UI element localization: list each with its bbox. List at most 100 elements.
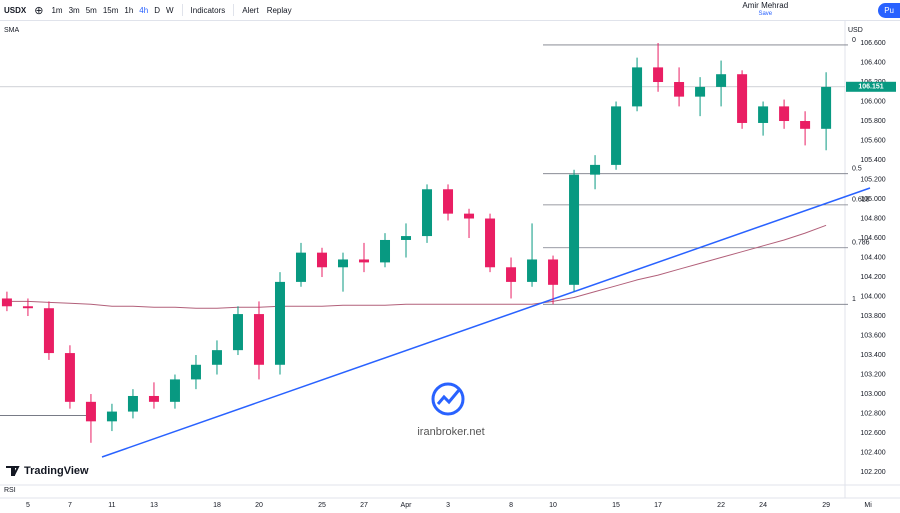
pane-label: RSI <box>4 487 16 494</box>
candle-body <box>380 239 391 263</box>
user[interactable]: Amir Mehrad Save <box>738 2 792 18</box>
x-tick-label: 11 <box>108 502 115 509</box>
y-tick-label: 102.400 <box>860 449 885 456</box>
brand: TradingView <box>24 465 89 477</box>
candle-body <box>527 259 538 282</box>
candle-body <box>443 189 454 214</box>
y-tick-label: 106.400 <box>860 59 885 66</box>
candle-body <box>821 86 832 129</box>
y-tick-label: 102.800 <box>860 410 885 417</box>
candle-body <box>653 67 664 83</box>
candle-body <box>800 121 811 129</box>
candle-body <box>548 259 559 285</box>
candle-body <box>127 395 138 412</box>
watermark: iranbroker.net <box>417 426 484 438</box>
x-tick-label: 27 <box>360 502 368 509</box>
y-tick-label: 102.600 <box>860 430 885 437</box>
y-tick-label: 106.600 <box>860 40 885 47</box>
x-tick-label: 10 <box>549 502 557 509</box>
alert[interactable]: Alert <box>242 5 259 15</box>
interval[interactable]: 3m <box>68 5 80 15</box>
y-tick-label: 105.600 <box>860 137 885 144</box>
y-tick-label: 105.200 <box>860 176 885 183</box>
y-tick-label: 104.800 <box>860 215 885 222</box>
y-tick-label: 105.400 <box>860 157 885 164</box>
x-tick-label: 20 <box>255 502 263 509</box>
candle-body <box>253 314 264 365</box>
candle-body <box>590 164 601 175</box>
candle-body <box>211 350 222 365</box>
candle-body <box>506 267 517 282</box>
candle-body <box>779 106 790 122</box>
candle-body <box>1 298 12 307</box>
price-tag <box>846 81 896 92</box>
candle-body <box>422 189 433 237</box>
intervals: 1m 3m 5m 15m 1h 4h D W <box>51 6 173 15</box>
fib-label: 0 <box>852 37 856 44</box>
x-tick-label: 22 <box>717 502 725 509</box>
x-tick-label: 17 <box>654 502 662 509</box>
save[interactable]: Save <box>758 11 773 17</box>
y-tick-label: 102.200 <box>860 469 885 476</box>
toolbar: USDX ⊕ 1m 3m 5m 15m 1h 4h D W Indicators Alert … <box>0 0 900 21</box>
candle-body <box>295 252 306 282</box>
x-tick-label: 13 <box>150 502 158 509</box>
candle-body <box>632 67 643 107</box>
y-tick-label: 103.800 <box>860 313 885 320</box>
candle-body <box>401 236 412 240</box>
y-tick-label: 104.000 <box>860 293 885 300</box>
y-tick-label: 104.400 <box>860 254 885 261</box>
candle-body <box>737 74 748 123</box>
currency: USD <box>848 27 863 34</box>
candle-body <box>64 353 75 402</box>
interval[interactable]: 1h <box>124 5 134 15</box>
candle-body <box>569 174 580 285</box>
interval[interactable]: 15m <box>102 5 119 15</box>
interval[interactable]: 5m <box>85 5 97 15</box>
candle-body <box>464 213 475 219</box>
fib-label: 0.618 <box>852 197 870 204</box>
user-name: Amir Mehrad <box>742 1 789 10</box>
x-tick-label: Apr <box>401 502 413 509</box>
candle-body <box>148 395 159 402</box>
candle-body <box>22 306 33 309</box>
y-tick-label: 105.000 <box>860 196 885 203</box>
price-tag-label: 106.151 <box>858 84 883 91</box>
x-tick-label: 15 <box>612 502 620 509</box>
indicator-label: SMA <box>4 27 20 34</box>
candle-body <box>716 74 727 87</box>
x-tick-label: 5 <box>26 502 30 509</box>
x-tick-label: Mi <box>864 502 872 509</box>
candle-body <box>485 218 496 268</box>
x-tick-label: 8 <box>509 502 513 509</box>
candle-body <box>337 259 348 268</box>
x-tick-label: 24 <box>759 502 767 509</box>
candle-body <box>674 82 685 97</box>
replay[interactable]: Replay <box>266 5 292 15</box>
y-tick-label: 105.800 <box>860 118 885 125</box>
watermark-logo <box>431 382 465 416</box>
interval[interactable]: W <box>165 5 174 15</box>
interval[interactable]: D <box>154 5 160 15</box>
y-tick-label: 103.400 <box>860 352 885 359</box>
publish[interactable]: Pu <box>878 2 900 18</box>
interval[interactable]: 1m <box>51 5 63 15</box>
interval[interactable]: 4h <box>139 5 149 15</box>
candle-body <box>274 281 285 365</box>
logo: TradingView <box>6 465 89 477</box>
candle-body <box>85 401 96 422</box>
sma-line <box>6 224 827 309</box>
symbol[interactable]: USDX <box>4 5 27 15</box>
y-tick-label: 104.200 <box>860 274 885 281</box>
y-tick-label: 104.600 <box>860 235 885 242</box>
x-tick-label: 29 <box>822 502 830 509</box>
candle-body <box>316 252 327 268</box>
candle-body <box>611 106 622 165</box>
trend-line[interactable] <box>101 187 871 458</box>
y-tick-label: 103.200 <box>860 371 885 378</box>
fib-label: 0.5 <box>852 166 862 173</box>
x-tick-label: 18 <box>213 502 221 509</box>
add-symbol[interactable]: ⊕ <box>34 4 44 17</box>
indicators[interactable]: Indicators <box>190 5 226 15</box>
